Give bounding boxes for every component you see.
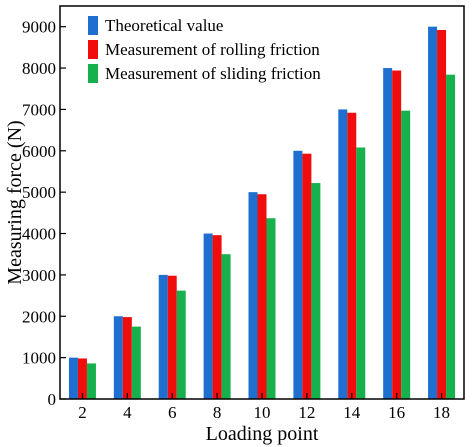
y-tick-label: 2000 <box>22 307 56 326</box>
x-tick-label: 8 <box>213 403 222 422</box>
bar-3-10 <box>266 218 276 399</box>
bar-2-2 <box>77 358 87 399</box>
y-tick-label: 5000 <box>22 183 56 202</box>
y-axis: 0 1000 2000 3000 4000 5000 6000 7000 8000 9000 <box>22 18 66 409</box>
bar-2-16 <box>392 70 402 399</box>
bar-2-14 <box>347 112 357 399</box>
bar-3-8 <box>221 254 231 399</box>
bar-1-4 <box>113 316 123 399</box>
bar-3-6 <box>176 290 186 399</box>
bar-1-2 <box>68 357 78 399</box>
x-tick-label: 6 <box>168 403 177 422</box>
x-tick-label: 10 <box>254 403 271 422</box>
bar-3-14 <box>356 147 366 399</box>
bar-3-18 <box>446 74 456 400</box>
bar-2-6 <box>167 275 177 399</box>
bar-2-18 <box>437 29 447 400</box>
legend: Theoretical value Measurement of rolling … <box>88 16 321 83</box>
bar-1-6 <box>158 274 168 399</box>
y-tick-label: 9000 <box>22 18 56 37</box>
x-tick-label: 18 <box>433 403 450 422</box>
y-tick-label: 3000 <box>22 266 56 285</box>
bar-2-12 <box>302 153 312 399</box>
x-tick-label: 14 <box>343 403 361 422</box>
bar-1-10 <box>248 192 258 399</box>
bar-3-2 <box>86 363 96 399</box>
y-tick-label: 8000 <box>22 59 56 78</box>
legend-label-2: Measurement of rolling friction <box>105 40 320 59</box>
bar-3-4 <box>131 326 141 399</box>
bar-2-8 <box>212 235 222 399</box>
x-tick-label: 2 <box>78 403 87 422</box>
bar-3-12 <box>311 183 321 399</box>
x-tick-label: 4 <box>123 403 132 422</box>
bar-2-10 <box>257 194 267 399</box>
bar-1-12 <box>293 150 303 399</box>
legend-label-3: Measurement of sliding friction <box>105 64 321 83</box>
y-tick-label: 6000 <box>22 142 56 161</box>
bar-1-8 <box>203 233 213 399</box>
bar-2-4 <box>122 317 132 399</box>
bar-3-16 <box>401 110 411 399</box>
bars-layer <box>68 26 456 400</box>
y-axis-label: Measuring force (N) <box>4 120 26 284</box>
y-tick-label: 7000 <box>22 100 56 119</box>
bar-1-18 <box>428 26 438 400</box>
y-tick-label: 4000 <box>22 225 56 244</box>
bar-1-16 <box>383 68 393 400</box>
legend-swatch-2 <box>88 40 98 59</box>
x-tick-label: 12 <box>298 403 315 422</box>
x-axis: 2 4 6 8 10 12 14 16 18 <box>78 393 450 422</box>
x-tick-label: 16 <box>388 403 405 422</box>
y-tick-label: 1000 <box>22 349 56 368</box>
legend-label-1: Theoretical value <box>105 16 223 35</box>
x-axis-label: Loading point <box>206 423 319 445</box>
legend-swatch-1 <box>88 16 98 35</box>
y-tick-label: 0 <box>48 390 57 409</box>
bar-1-14 <box>338 109 348 400</box>
legend-swatch-3 <box>88 64 98 83</box>
